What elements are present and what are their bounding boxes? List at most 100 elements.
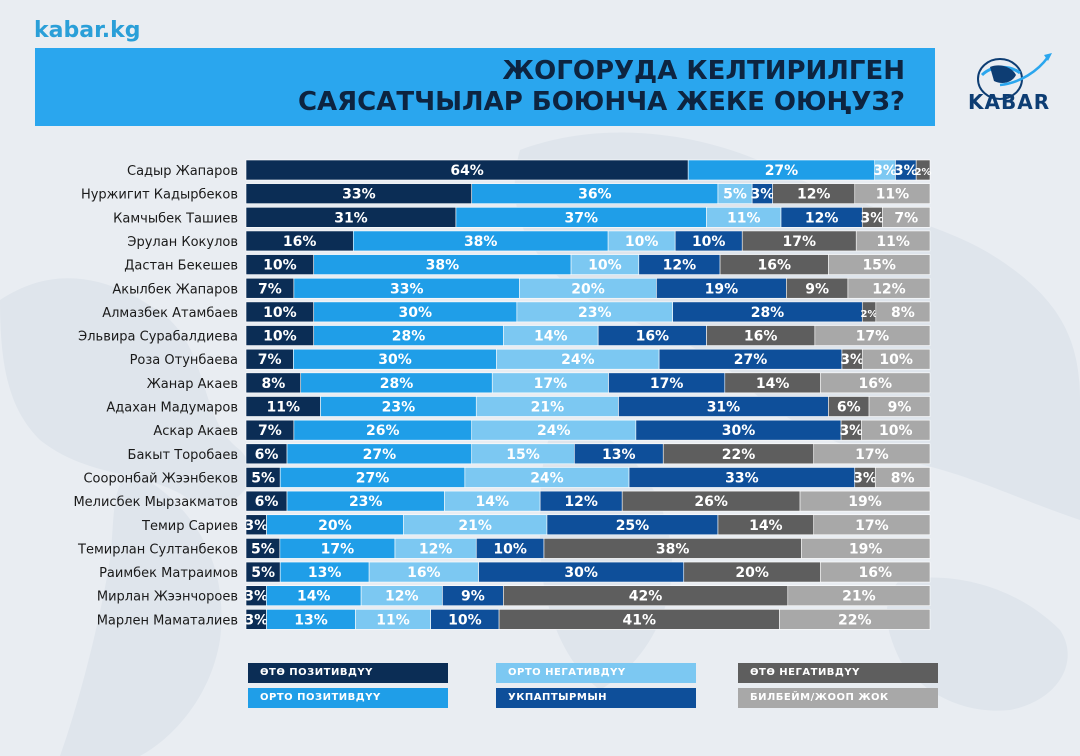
category-label: Садыр Жапаров (127, 164, 238, 179)
data-label: 12% (663, 258, 697, 274)
data-label: 17% (534, 376, 568, 392)
data-label: 13% (308, 565, 342, 581)
data-label: 14% (297, 589, 331, 605)
data-label: 20% (735, 565, 769, 581)
kabar-globe-icon (977, 53, 1052, 100)
category-label: Мирлан Жээнчороев (97, 590, 238, 605)
data-label: 17% (856, 329, 890, 345)
data-label: 10% (625, 234, 659, 250)
data-label: 27% (356, 470, 390, 486)
data-label: 22% (722, 447, 756, 463)
bar-segment (799, 490, 931, 512)
category-label: Адахан Мадумаров (106, 401, 238, 416)
category-label: Сооронбай Жээнбеков (83, 471, 238, 486)
data-label: 17% (650, 376, 684, 392)
data-label: 20% (571, 281, 605, 297)
data-label: 3% (244, 612, 268, 628)
data-label: 19% (849, 541, 883, 557)
category-label: Аскар Акаев (153, 424, 238, 439)
data-label: 16% (859, 376, 893, 392)
data-label: 17% (782, 234, 816, 250)
data-label: 3% (839, 423, 863, 439)
data-label: 9% (805, 281, 829, 297)
data-label: 7% (258, 352, 282, 368)
data-label: 7% (894, 210, 918, 226)
data-label: 8% (891, 470, 915, 486)
data-label: 10% (879, 352, 913, 368)
data-label: 11% (876, 187, 910, 203)
bar-segment (868, 396, 931, 417)
bar-segment (813, 443, 931, 465)
data-label: 24% (537, 423, 571, 439)
category-label: Акылбек Жапаров (112, 282, 238, 297)
legend-item: ӨТӨ ПОЗИТИВДҮҮ (248, 663, 448, 683)
data-label: 10% (263, 258, 297, 274)
data-label: 14% (534, 329, 568, 345)
data-label: 14% (756, 376, 790, 392)
data-label: 30% (722, 423, 756, 439)
data-label: 21% (531, 400, 565, 416)
category-label: Алмазбек Атамбаев (102, 306, 238, 321)
data-label: 8% (261, 376, 285, 392)
data-label: 16% (744, 329, 778, 345)
data-label: 21% (458, 518, 492, 534)
data-label: 6% (255, 447, 279, 463)
data-label: 3% (853, 470, 877, 486)
data-label: 3% (894, 163, 918, 179)
data-label: 17% (855, 518, 889, 534)
legend-item: ОРТО ПОЗИТИВДҮҮ (248, 688, 448, 708)
data-label: 10% (879, 423, 913, 439)
data-label: 5% (251, 565, 275, 581)
bar-segment (801, 538, 931, 559)
data-label: 10% (263, 329, 297, 345)
data-label: 14% (749, 518, 783, 534)
data-label: 6% (837, 400, 861, 416)
site-logo[interactable]: kabar.kg (34, 18, 141, 43)
category-label: Эрулан Кокулов (127, 235, 238, 250)
legend-item: УКПАПТЫРМЫН (496, 688, 696, 708)
data-label: 24% (530, 470, 564, 486)
data-label: 28% (380, 376, 414, 392)
data-label: 23% (578, 305, 612, 321)
bar-segment (813, 514, 931, 536)
bar-segment (861, 419, 931, 441)
bar-segment (861, 348, 931, 370)
data-label: 22% (838, 612, 872, 628)
bar-segment (915, 159, 931, 181)
data-label: 5% (251, 541, 275, 557)
data-label: 37% (564, 210, 598, 226)
data-label: 23% (349, 494, 383, 510)
bar-segment (855, 230, 931, 252)
bar-segment (828, 254, 931, 275)
data-label: 38% (656, 541, 690, 557)
legend-item: ӨТӨ НЕГАТИВДҮҮ (738, 663, 938, 683)
data-label: 12% (872, 281, 906, 297)
bar-segment (820, 561, 931, 583)
data-label: 16% (757, 258, 791, 274)
title-line-2: САЯСАТЧЫЛАР БОЮНЧА ЖЕКЕ ОЮҢУЗ? (297, 87, 905, 117)
data-label: 42% (629, 589, 663, 605)
data-label: 38% (426, 258, 460, 274)
data-label: 31% (334, 210, 368, 226)
data-label: 8% (891, 305, 915, 321)
category-label: Жанар Акаев (147, 377, 238, 392)
data-label: 27% (734, 352, 768, 368)
data-label: 5% (251, 470, 275, 486)
data-label: 11% (266, 400, 300, 416)
data-label: 33% (342, 187, 376, 203)
bar-segment (854, 183, 931, 204)
data-label: 14% (475, 494, 509, 510)
bar-segment (874, 467, 931, 488)
brand-name: KABAR (968, 90, 1051, 114)
data-label: 23% (382, 400, 416, 416)
data-label: 20% (318, 518, 352, 534)
legend-item: ОРТО НЕГАТИВДҮҮ (496, 663, 696, 683)
data-label: 10% (263, 305, 297, 321)
data-label: 28% (392, 329, 426, 345)
data-label: 2% (861, 309, 878, 320)
data-label: 13% (602, 447, 636, 463)
data-label: 2% (915, 167, 932, 178)
bar-segment (882, 207, 931, 228)
data-label: 3% (861, 210, 885, 226)
category-label: Мелисбек Мырзакматов (73, 495, 238, 510)
